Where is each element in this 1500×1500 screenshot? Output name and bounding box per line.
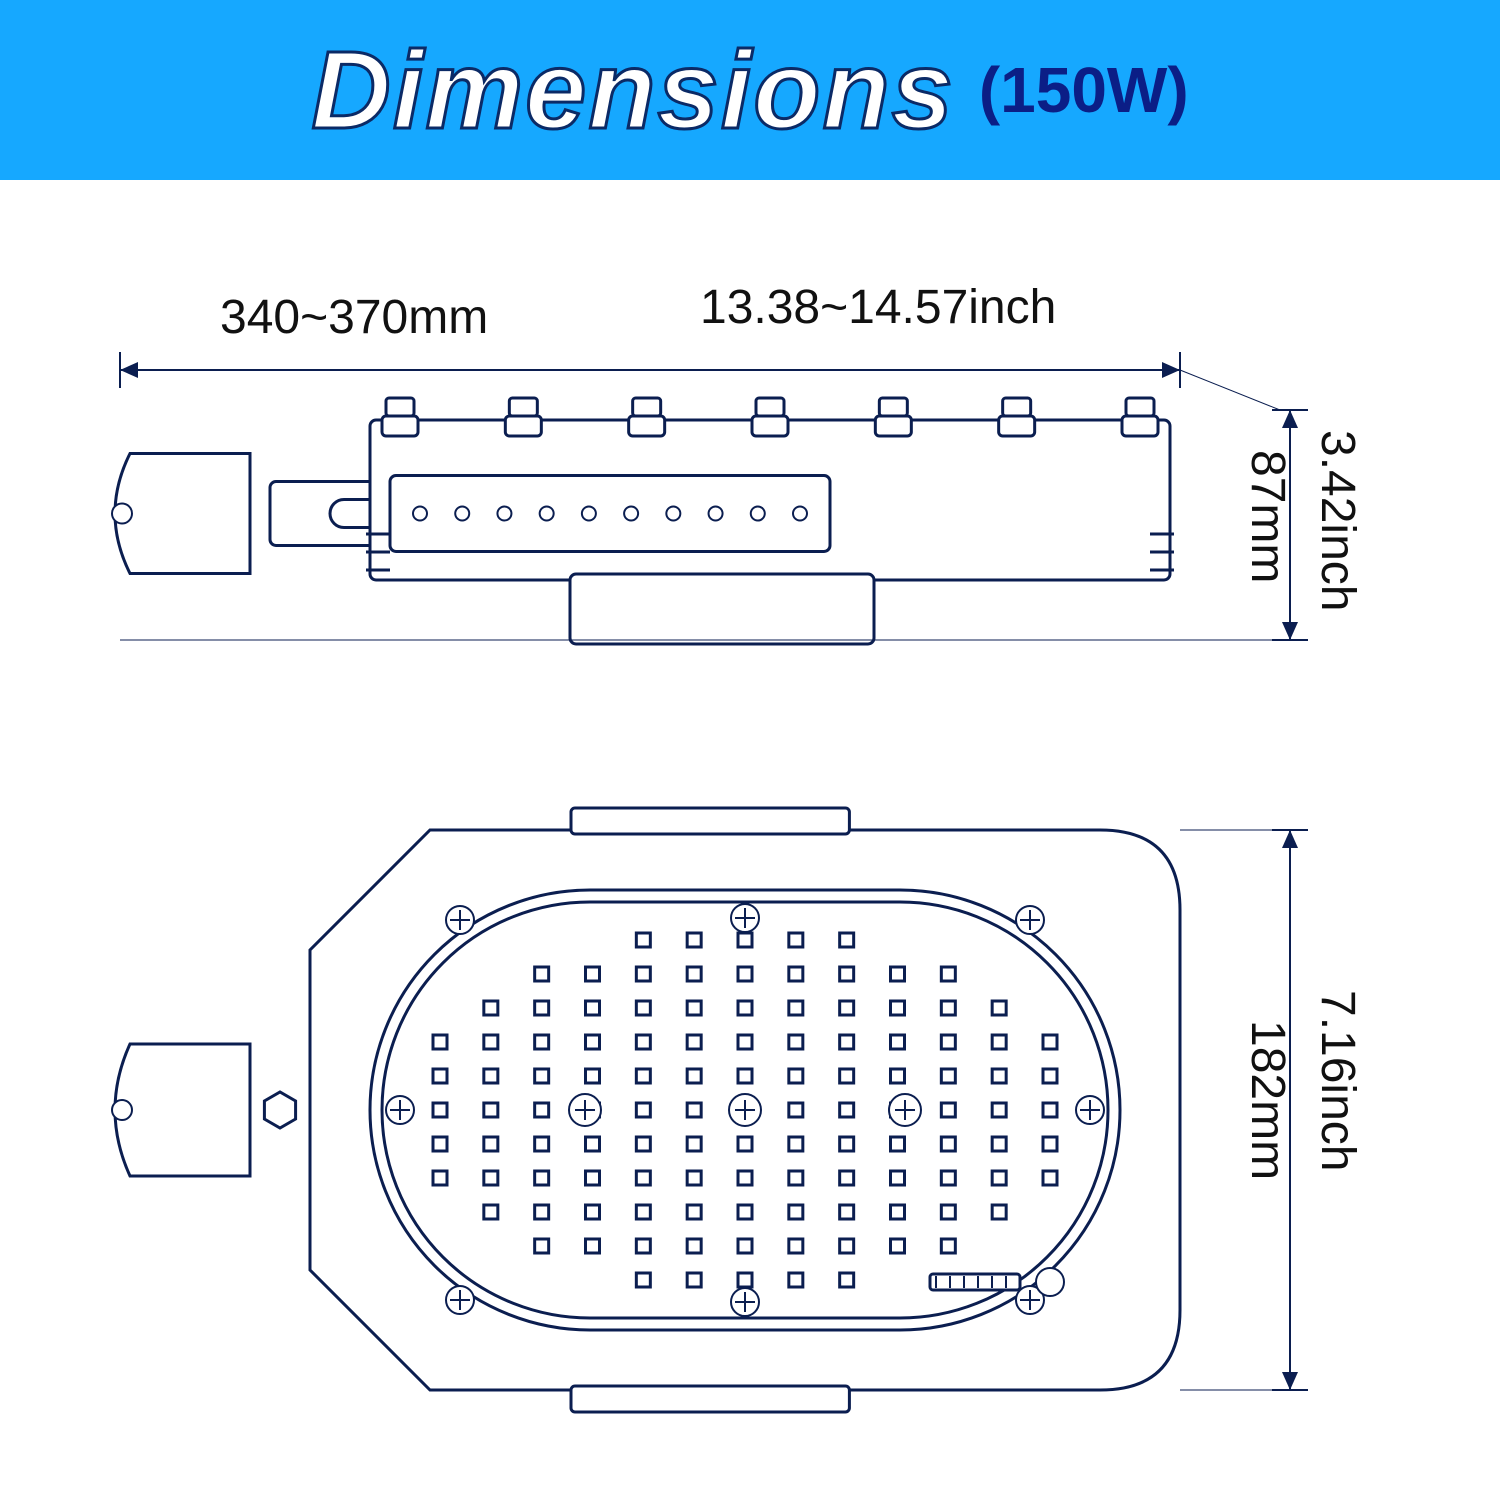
width-inch-label: 7.16inch — [1310, 990, 1365, 1171]
banner-title: Dimensions — [311, 27, 954, 154]
height-mm-label: 87mm — [1240, 450, 1295, 583]
width-mm-label: 182mm — [1240, 1020, 1295, 1180]
height-inch-label: 3.42inch — [1310, 430, 1365, 611]
dimensions-diagram: Dimensions (150W) 340~370mm 13.38~14.57i… — [0, 0, 1500, 1500]
banner-subtitle: (150W) — [979, 53, 1189, 127]
header-banner: Dimensions (150W) — [0, 0, 1500, 180]
length-inch-label: 13.38~14.57inch — [700, 280, 1056, 335]
length-mm-label: 340~370mm — [220, 290, 488, 345]
technical-drawing — [0, 0, 1500, 1500]
